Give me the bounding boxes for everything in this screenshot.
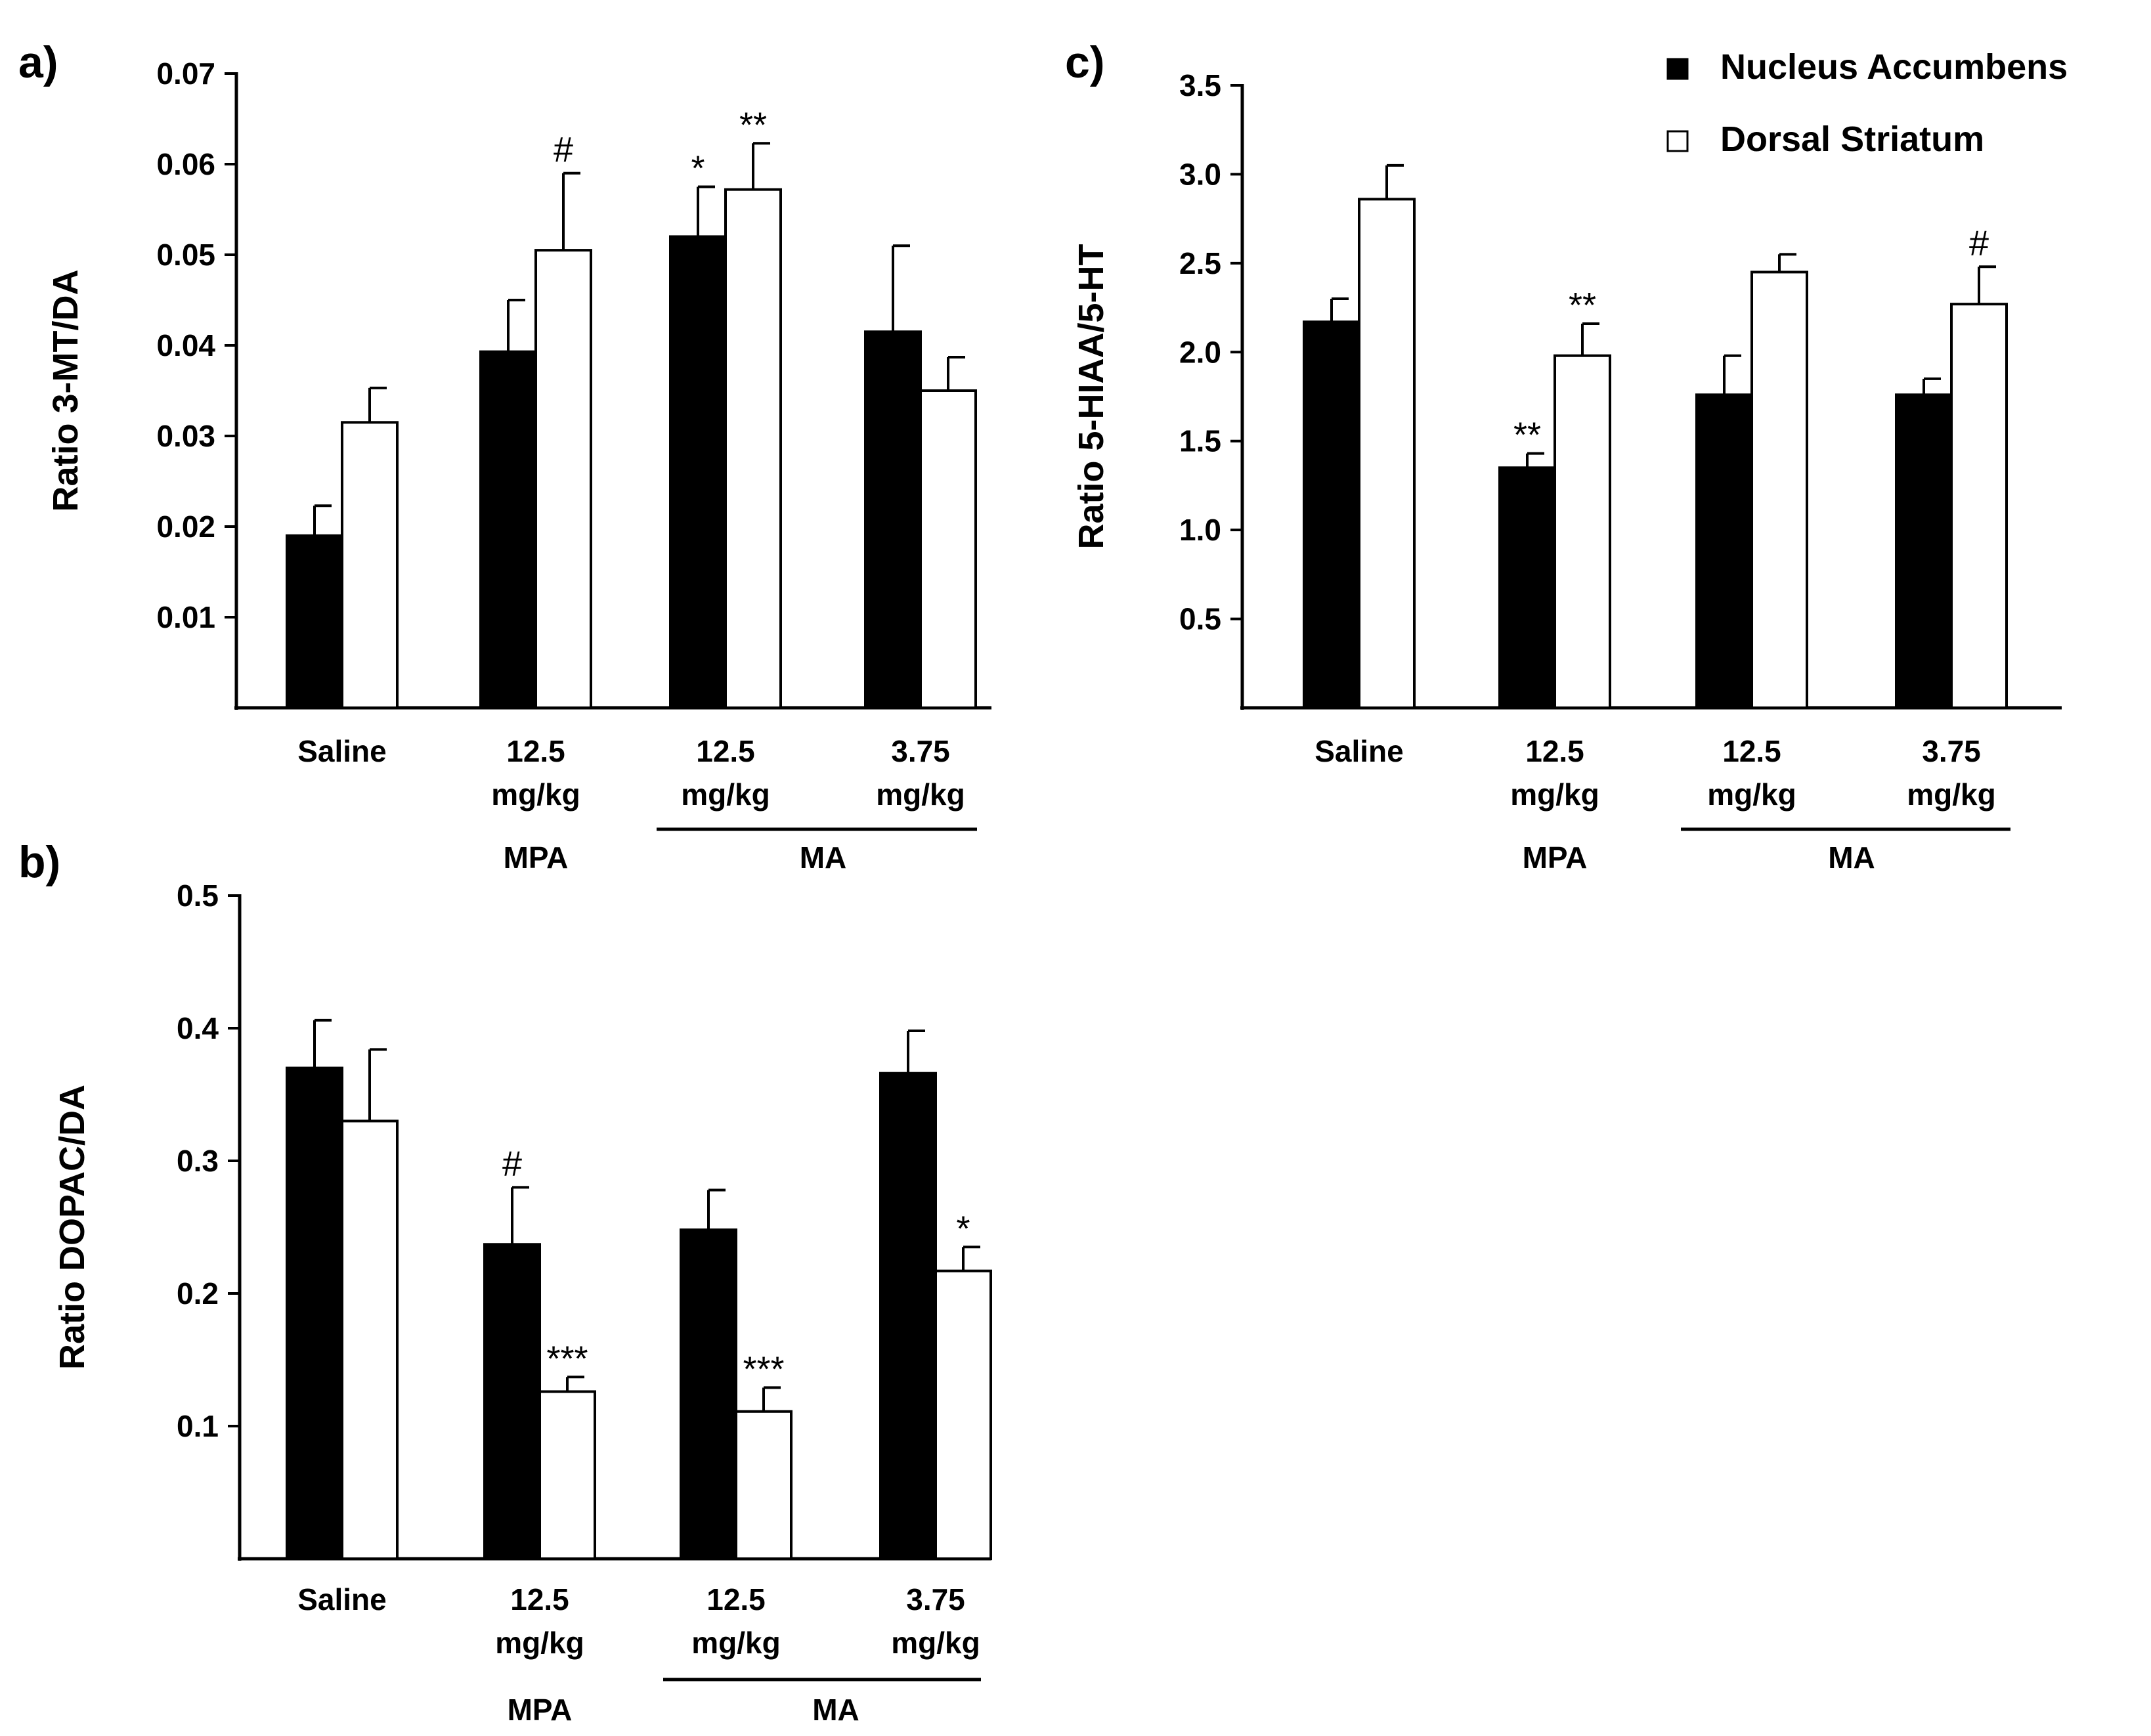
y-tick-label: 1.5	[1179, 424, 1221, 458]
y-tick-label: 0.5	[177, 879, 219, 913]
group-label: MA	[1828, 840, 1875, 875]
legend-swatch-dorsal-striatum	[1666, 130, 1689, 152]
x-category-label: mg/kg	[876, 777, 965, 812]
x-category-label: 12.5	[1722, 734, 1781, 768]
x-category-label: 12.5	[1525, 734, 1584, 768]
group-label: MPA	[1523, 840, 1588, 875]
bar-dorsal-striatum	[1950, 303, 2008, 709]
y-axis-title: Ratio DOPAC/DA	[53, 1085, 92, 1370]
bar-dorsal-striatum	[1554, 354, 1611, 709]
bar-dorsal-striatum	[538, 1390, 596, 1560]
y-tick-label: 0.07	[156, 56, 215, 91]
x-category-label: 12.5	[696, 734, 755, 768]
y-tick-label: 2.0	[1179, 335, 1221, 369]
x-category-label: Saline	[1314, 734, 1404, 768]
chart-panel-3: c) Ratio 5-HIAA/5-HT 0.5 1.0 1.5 2.0 2.5 3.0 3.5…	[1065, 37, 2062, 875]
chart-panel-2: b)Ratio DOPAC/DA0.10.20.30.40.5#*** ****S…	[18, 837, 992, 1727]
x-category-label: 12.5	[510, 1582, 569, 1617]
y-tick-label: 0.05	[156, 238, 215, 272]
significance-marker: **	[739, 105, 767, 144]
legend-swatch-nucleus-accumbens	[1666, 58, 1689, 80]
bar-nucleus-accumbens	[1303, 320, 1360, 709]
significance-marker: ***	[546, 1339, 588, 1378]
bar-nucleus-accumbens	[879, 1072, 937, 1561]
y-tick-label: 0.1	[177, 1409, 219, 1443]
x-category-label: 3.75	[891, 734, 950, 768]
y-tick-label: 0.04	[156, 328, 215, 362]
significance-marker: ***	[743, 1349, 784, 1389]
y-tick-label: 0.2	[177, 1276, 219, 1311]
significance-marker: #	[502, 1144, 522, 1183]
bar-nucleus-accumbens	[286, 1066, 343, 1560]
panel-label: c)	[1065, 37, 1104, 87]
chart-panel-1: a) Ratio 3-MT/DA 0.01 0.02 0.03 0.04 0.05 0.06 0…	[18, 37, 991, 875]
y-tick-label: 0.4	[177, 1011, 219, 1045]
y-axis-title: Ratio 3-MT/DA	[46, 270, 85, 512]
panel-label: a)	[18, 37, 58, 87]
bar-nucleus-accumbens	[1498, 466, 1556, 709]
bar-nucleus-accumbens	[864, 330, 922, 709]
bar-nucleus-accumbens	[680, 1228, 737, 1561]
x-category-label: Saline	[297, 734, 387, 768]
significance-marker: *	[691, 149, 705, 188]
x-category-label: mg/kg	[495, 1626, 584, 1660]
y-tick-label: 0.01	[156, 600, 215, 634]
significance-marker: #	[554, 130, 573, 169]
bar-dorsal-striatum	[341, 421, 399, 709]
group-label: MA	[812, 1693, 859, 1727]
legend-label: Nucleus Accumbens	[1720, 47, 2068, 87]
bar-dorsal-striatum	[724, 188, 782, 709]
bar-nucleus-accumbens	[479, 350, 537, 709]
bar-nucleus-accumbens	[1895, 393, 1953, 709]
x-category-label: mg/kg	[681, 777, 770, 812]
y-tick-label: 1.0	[1179, 513, 1221, 547]
bar-dorsal-striatum	[1358, 198, 1416, 709]
panel-label: b)	[18, 837, 60, 887]
x-category-label: mg/kg	[691, 1626, 780, 1660]
significance-marker: **	[1513, 416, 1541, 455]
x-category-label: mg/kg	[1907, 777, 1995, 812]
bar-nucleus-accumbens	[669, 235, 727, 709]
x-category-label: 12.5	[706, 1582, 766, 1617]
y-tick-label: 0.06	[156, 147, 215, 181]
bar-dorsal-striatum	[934, 1269, 992, 1561]
bar-nucleus-accumbens	[286, 534, 343, 709]
legend-label: Dorsal Striatum	[1720, 119, 1984, 159]
y-tick-label: 0.5	[1179, 602, 1221, 636]
x-category-label: 12.5	[506, 734, 565, 768]
x-category-label: 3.75	[906, 1582, 965, 1617]
y-tick-label: 3.0	[1179, 157, 1221, 191]
bar-dorsal-striatum	[341, 1119, 399, 1560]
y-axis-title: Ratio 5-HIAA/5-HT	[1072, 244, 1111, 549]
x-category-label: mg/kg	[891, 1626, 980, 1660]
legend: Nucleus Accumbens Dorsal Striatum	[1666, 47, 2068, 159]
y-tick-label: 2.5	[1179, 246, 1221, 280]
group-label: MPA	[504, 840, 569, 875]
group-label: MA	[800, 840, 847, 875]
bar-dorsal-striatum	[735, 1410, 793, 1561]
y-tick-label: 0.03	[156, 419, 215, 453]
x-category-label: mg/kg	[1510, 777, 1599, 812]
bar-nucleus-accumbens	[483, 1243, 541, 1560]
group-label: MPA	[508, 1693, 573, 1727]
x-category-label: 3.75	[1922, 734, 1981, 768]
significance-marker: #	[1969, 223, 1989, 263]
bar-dorsal-striatum	[534, 249, 592, 710]
x-category-label: Saline	[297, 1582, 387, 1617]
significance-marker: **	[1569, 286, 1596, 325]
x-category-label: mg/kg	[491, 777, 580, 812]
y-tick-label: 0.02	[156, 510, 215, 544]
y-tick-label: 3.5	[1179, 68, 1221, 102]
significance-marker: *	[956, 1209, 970, 1248]
y-tick-label: 0.3	[177, 1144, 219, 1178]
bar-nucleus-accumbens	[1695, 393, 1753, 709]
bar-dorsal-striatum	[919, 389, 977, 709]
bar-dorsal-striatum	[1750, 271, 1808, 709]
x-category-label: mg/kg	[1707, 777, 1796, 812]
